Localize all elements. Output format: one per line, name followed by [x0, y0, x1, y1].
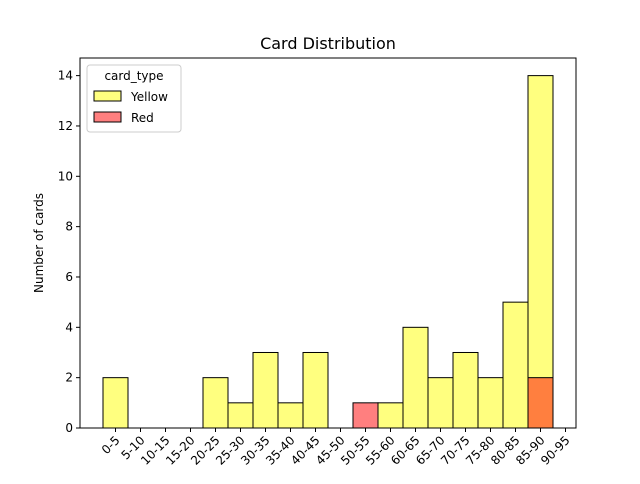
bar-yellow-55-60: [377, 402, 404, 429]
axes-frame: [79, 57, 577, 429]
bar-red-50-55: [352, 402, 379, 429]
bar-yellow-60-65: [402, 326, 429, 429]
bar-yellow-65-70: [427, 377, 454, 429]
bar-yellow-25-30: [227, 402, 254, 429]
y-tick-label: 8: [65, 220, 73, 234]
y-tick-label: 14: [58, 69, 73, 83]
bar-yellow-30-35: [252, 351, 279, 429]
bar-yellow-40-45: [302, 351, 329, 429]
y-tick-label: 6: [65, 270, 73, 284]
plot-frame: [79, 57, 577, 429]
legend-label-red: Red: [131, 111, 154, 125]
bar-yellow-85-90: [527, 75, 554, 429]
legend-swatch-red: [93, 111, 122, 123]
y-tick-label: 4: [65, 320, 73, 334]
y-tick-label: 0: [65, 421, 73, 435]
bars-layer: [102, 75, 554, 429]
bar-yellow-75-80: [477, 377, 504, 429]
y-axis: 0 2 4 6 8 10 12 14: [58, 69, 80, 435]
bar-yellow-70-75: [452, 351, 479, 429]
legend-title: card_type: [104, 69, 163, 83]
y-axis-label: Number of cards: [32, 193, 46, 293]
bar-yellow-20-25: [202, 377, 229, 429]
y-tick-label: 2: [65, 371, 73, 385]
legend-label-yellow: Yellow: [130, 90, 168, 104]
y-tick-label: 12: [58, 119, 73, 133]
bar-yellow-80-85: [502, 301, 529, 429]
chart-title: Card Distribution: [260, 34, 396, 53]
bar-yellow-0-5: [102, 377, 129, 429]
bar-yellow-35-40: [277, 402, 304, 429]
legend: card_type Yellow Red: [86, 64, 182, 133]
bar-red-85-90: [527, 377, 554, 429]
y-tick-label: 10: [58, 169, 73, 183]
legend-swatch-yellow: [93, 90, 122, 102]
